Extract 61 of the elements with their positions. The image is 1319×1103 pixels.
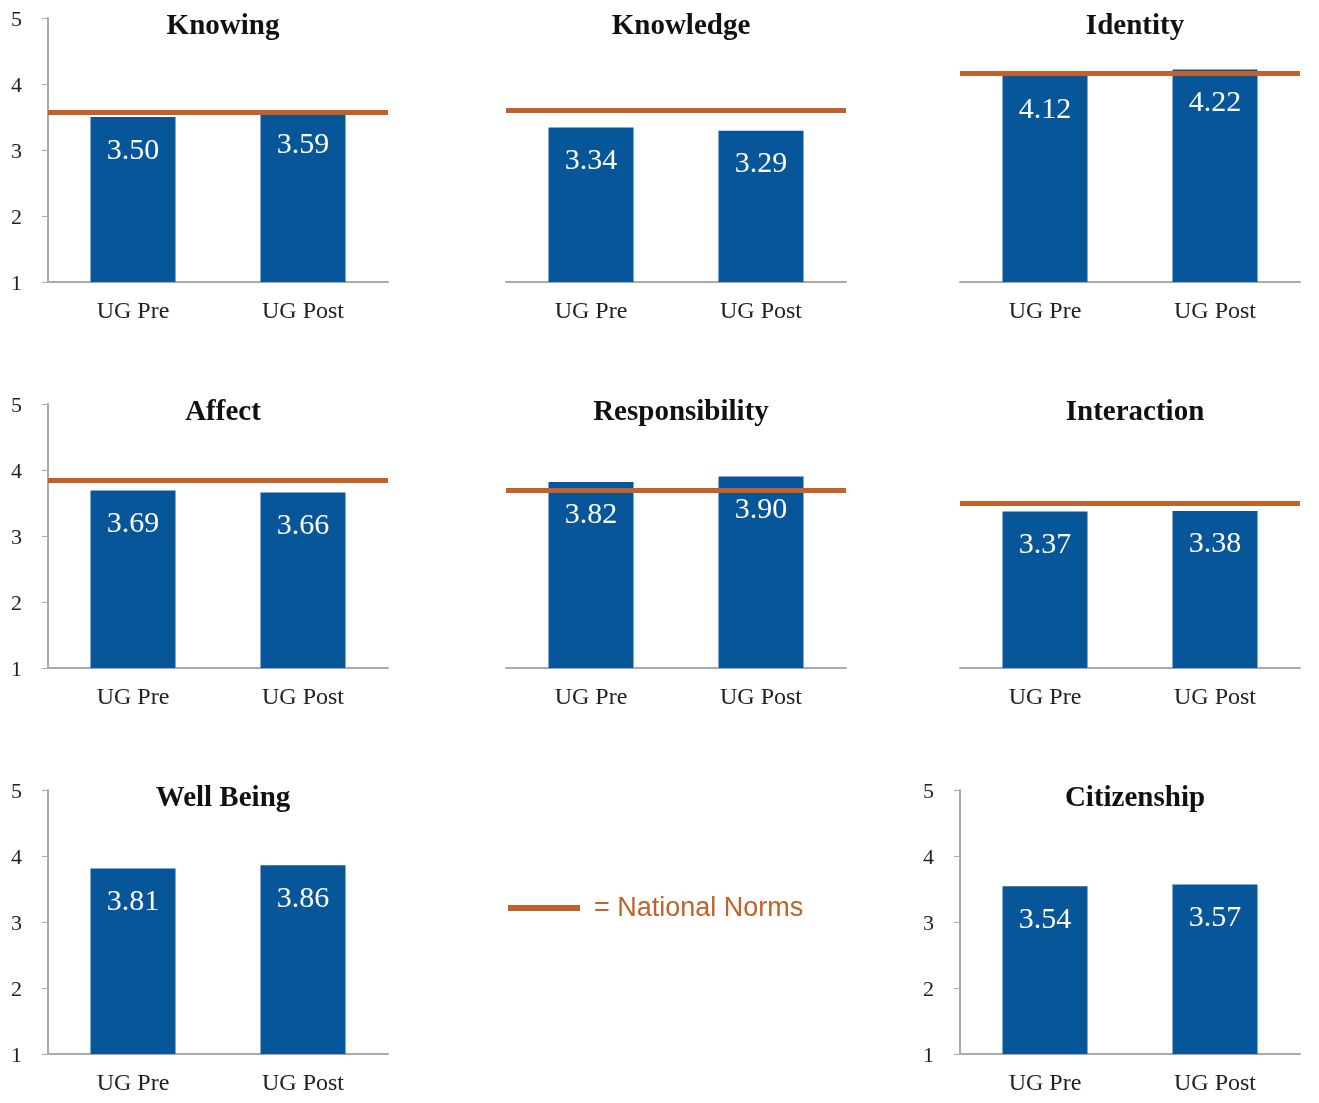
y-tick-label: 1 — [11, 269, 22, 295]
y-tick-label: 1 — [11, 655, 22, 681]
x-tick-label: UG Pre — [1008, 1069, 1082, 1095]
y-tick-label: 5 — [11, 777, 22, 803]
data-label: 3.81 — [106, 883, 160, 917]
data-label: 3.37 — [1018, 526, 1072, 560]
data-label: 3.90 — [734, 491, 788, 525]
x-tick-label: UG Post — [261, 297, 345, 323]
chart-title: Interaction — [1065, 393, 1205, 426]
x-tick-label: UG Pre — [96, 683, 170, 709]
text: = National Norms — [594, 892, 804, 923]
y-tick-label: 5 — [11, 5, 22, 31]
data-label: 3.34 — [564, 142, 618, 176]
y-tick-label: 4 — [923, 843, 934, 869]
y-tick-label: 5 — [11, 391, 22, 417]
y-tick-label: 4 — [11, 457, 22, 483]
x-tick-label: UG Pre — [96, 297, 170, 323]
y-tick-label: 2 — [923, 975, 934, 1001]
y-tick-label: 4 — [11, 843, 22, 869]
data-label: 3.38 — [1188, 525, 1242, 559]
data-label: 3.57 — [1188, 898, 1242, 932]
y-tick-label: 1 — [923, 1041, 934, 1067]
x-tick-label: UG Post — [261, 683, 345, 709]
chart-title: Affect — [185, 393, 262, 426]
y-tick-label: 3 — [11, 523, 22, 549]
x-tick-label: UG Post — [1173, 683, 1257, 709]
x-tick-label: UG Post — [719, 683, 803, 709]
y-tick-label: 3 — [923, 909, 934, 935]
x-tick-label: UG Pre — [1008, 297, 1082, 323]
data-label: 3.82 — [564, 496, 618, 530]
chart-title: Knowledge — [611, 7, 751, 40]
x-tick-label: UG Post — [719, 297, 803, 323]
data-label: 3.69 — [106, 504, 160, 538]
data-label: 3.66 — [276, 506, 330, 540]
data-label: 4.12 — [1018, 90, 1072, 124]
chart-title: Responsibility — [593, 393, 770, 426]
y-tick-label: 5 — [923, 777, 934, 803]
y-tick-label: 1 — [11, 1041, 22, 1067]
data-label: 3.50 — [106, 131, 160, 165]
y-tick-label: 2 — [11, 975, 22, 1001]
x-tick-label: UG Pre — [1008, 683, 1082, 709]
x-tick-label: UG Pre — [96, 1069, 170, 1095]
chart-title: Knowing — [166, 7, 280, 40]
y-tick-label: 4 — [11, 71, 22, 97]
x-tick-label: UG Pre — [554, 683, 628, 709]
data-label: 4.22 — [1188, 83, 1242, 117]
x-tick-label: UG Post — [1173, 297, 1257, 323]
chart-title: Well Being — [155, 779, 291, 812]
y-tick-label: 3 — [11, 909, 22, 935]
data-label: 3.29 — [734, 145, 788, 179]
chart-title: Citizenship — [1064, 779, 1206, 812]
x-tick-label: UG Post — [1173, 1069, 1257, 1095]
chart-title: Identity — [1085, 7, 1185, 40]
data-label: 3.86 — [276, 879, 330, 913]
y-tick-label: 2 — [11, 203, 22, 229]
data-label: 3.54 — [1018, 900, 1072, 934]
x-tick-label: UG Post — [261, 1069, 345, 1095]
y-tick-label: 2 — [11, 589, 22, 615]
data-label: 3.59 — [276, 125, 330, 159]
y-tick-label: 3 — [11, 137, 22, 163]
x-tick-label: UG Pre — [554, 297, 628, 323]
